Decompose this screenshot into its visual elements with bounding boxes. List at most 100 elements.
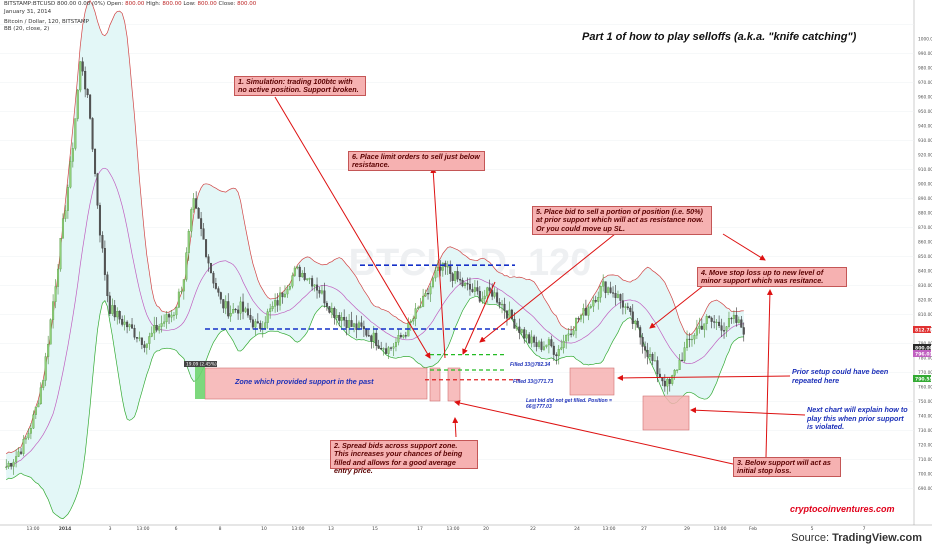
candle-body [175, 307, 178, 316]
candle-body [547, 339, 550, 346]
candle-body [328, 306, 331, 313]
candle-body [518, 326, 521, 333]
candle-body [732, 314, 735, 319]
candle-body [311, 278, 314, 287]
candle-body [200, 218, 203, 229]
price-axis: 690.00 700.00 710.00 720.00 730.00 740.00 750.… [918, 37, 932, 493]
candle-body [491, 290, 494, 297]
candle-body [274, 300, 277, 307]
candle-body [135, 337, 138, 339]
candle-body [607, 287, 610, 293]
y-tick-label: 850.00 [918, 254, 932, 260]
candle-body [412, 318, 415, 322]
candle-body [276, 300, 279, 306]
y-tick-label: 940.00 [918, 124, 932, 130]
candle-body [91, 118, 94, 150]
candle-body [538, 341, 541, 347]
site-watermark: cryptocoinventures.com [790, 504, 895, 514]
candle-body [165, 314, 168, 323]
low-label: Low: [183, 1, 196, 7]
candle-body [683, 347, 686, 361]
candle-body [740, 319, 743, 328]
candle-body [459, 278, 462, 281]
candle-body [227, 301, 230, 317]
candle-body [160, 323, 163, 327]
x-tick-label: 13:00 [603, 526, 616, 532]
candle-body [52, 301, 55, 320]
candle-body [513, 318, 516, 329]
annotation-arrows [274, 96, 806, 465]
candle-body [594, 300, 597, 302]
candle-body [723, 330, 726, 332]
candle-body [582, 307, 585, 316]
y-tick-label: 920.00 [918, 153, 932, 159]
candle-body [557, 349, 560, 357]
y-tick-label: 750.00 [918, 399, 932, 405]
candle-body [140, 337, 143, 345]
candle-body [644, 346, 647, 351]
candle-body [256, 321, 259, 324]
candle-body [552, 345, 555, 355]
candle-body [720, 325, 723, 331]
candle-body [597, 297, 600, 302]
candle-body [121, 318, 124, 325]
bb-upper-line [5, 0, 744, 455]
high-label: High: [146, 1, 161, 7]
y-tick-label: 710.00 [918, 457, 932, 463]
candle-body [234, 308, 237, 311]
x-tick-label: 10 [261, 526, 267, 532]
candle-body [259, 323, 262, 330]
candle-body [535, 342, 538, 347]
unfilled-note: Last bid did not get filled. Position = … [526, 398, 612, 410]
candle-body [686, 338, 689, 348]
time-axis: 13:00 2014 3 13:00 6 8 10 13:00 13 15 17 13:00 20 22 2… [27, 526, 866, 532]
candle-body [279, 292, 282, 306]
candle-body [589, 306, 592, 308]
candle-body [170, 314, 173, 318]
candle-body [624, 306, 627, 308]
candle-body [663, 380, 666, 387]
candle-body [550, 339, 553, 347]
candle-body [399, 335, 402, 338]
candle-body [646, 350, 649, 357]
price-tag-value: 796.03 [915, 351, 932, 357]
candle-body [217, 288, 220, 293]
candle-body [320, 290, 323, 294]
y-tick-label: 810.00 [918, 312, 932, 318]
candle-body [81, 61, 84, 72]
candle-body [483, 295, 486, 299]
candle-body [542, 346, 545, 350]
candle-body [545, 344, 548, 347]
candle-body [323, 290, 326, 304]
candle-body [649, 354, 652, 357]
candle-body [404, 335, 407, 337]
annotation-arrow [274, 96, 431, 359]
y-tick-label: 860.00 [918, 240, 932, 246]
low-value: 800.00 [197, 1, 217, 7]
y-tick-label: 1000.00 [918, 37, 932, 43]
candle-body [84, 70, 87, 90]
x-tick-label: 6 [175, 526, 178, 532]
candle-body [153, 325, 156, 334]
candle-body [10, 463, 13, 467]
candle-body [417, 307, 420, 309]
y-tick-label: 870.00 [918, 225, 932, 231]
annotation-arrow [454, 400, 734, 465]
x-tick-label: 13:00 [27, 526, 40, 532]
candle-body [520, 329, 523, 333]
candle-body [730, 318, 733, 320]
candle-body [79, 61, 82, 91]
y-tick-label: 690.00 [918, 486, 932, 492]
candle-body [69, 161, 72, 188]
candle-body [621, 300, 624, 308]
candle-body [343, 317, 346, 321]
filled-note-2: Filled 33@771.73 [513, 379, 554, 385]
candle-body [340, 317, 343, 321]
candle-body [101, 235, 104, 249]
candle-body [434, 270, 437, 279]
candle-body [296, 266, 299, 269]
candle-body [333, 308, 336, 318]
candle-body [103, 248, 106, 275]
candle-body [106, 274, 109, 297]
bollinger-lines [5, 0, 744, 520]
